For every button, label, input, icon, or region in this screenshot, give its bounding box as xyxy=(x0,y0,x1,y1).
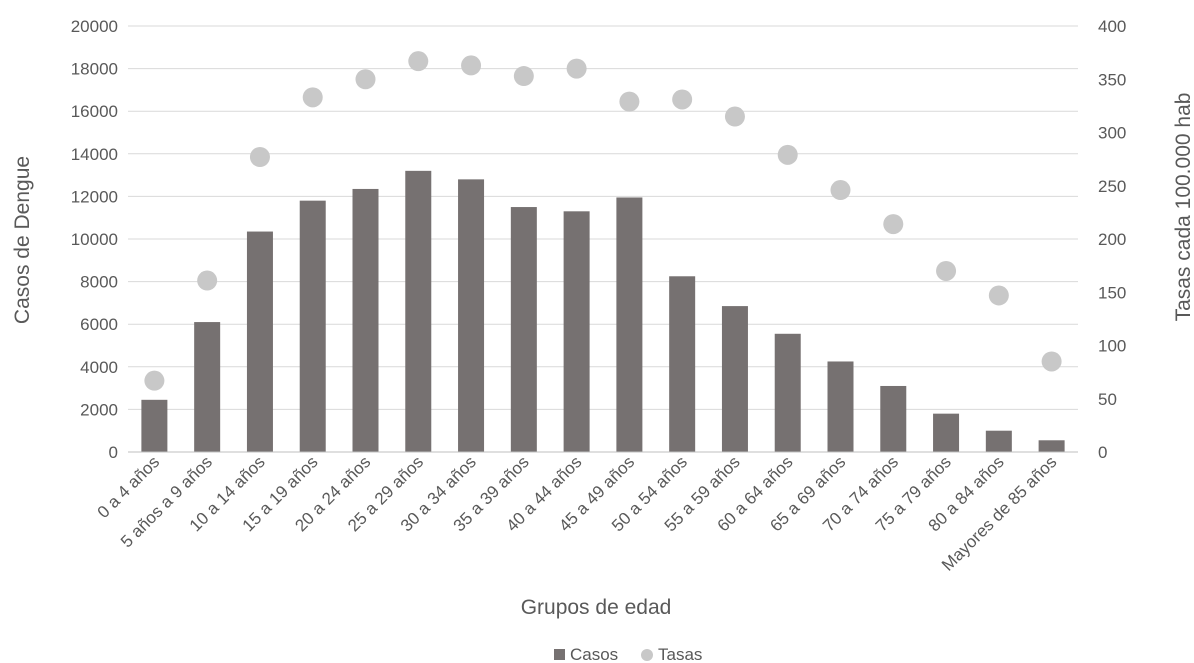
point-tasas xyxy=(408,51,429,72)
y-tick-label: 2000 xyxy=(80,400,118,419)
y2-tick-label: 250 xyxy=(1098,177,1126,196)
y-tick-label: 16000 xyxy=(71,102,118,121)
y-tick-label: 4000 xyxy=(80,358,118,377)
point-tasas xyxy=(249,146,270,167)
point-tasas xyxy=(830,180,851,201)
y-axis-title: Casos de Dengue xyxy=(11,156,34,324)
y2-axis-title: Tasas cada 100.000 hab xyxy=(1172,93,1194,322)
legend: Casos Tasas xyxy=(554,645,702,663)
bar-casos xyxy=(669,276,696,452)
point-tasas xyxy=(1041,351,1062,372)
point-tasas xyxy=(672,89,693,110)
casos-bars xyxy=(141,170,1065,453)
bar-casos xyxy=(933,413,960,452)
point-tasas xyxy=(619,91,640,112)
bar-casos xyxy=(563,211,590,452)
point-tasas xyxy=(302,87,323,108)
point-tasas xyxy=(144,370,165,391)
tasas-points xyxy=(144,51,1062,391)
y2-tick-label: 350 xyxy=(1098,70,1126,89)
point-tasas xyxy=(197,270,218,291)
y-tick-label: 6000 xyxy=(80,315,118,334)
point-tasas xyxy=(461,55,482,76)
x-axis-title: Grupos de edad xyxy=(521,596,672,619)
left-axis-ticks: 0 2000 4000 6000 8000 10000 12000 14000 16000 180… xyxy=(71,17,118,462)
y2-tick-label: 50 xyxy=(1098,390,1117,409)
y-tick-label: 0 xyxy=(109,443,118,462)
point-tasas xyxy=(777,144,798,165)
x-tick-label: 5 años a 9 años xyxy=(117,452,216,551)
y2-tick-label: 150 xyxy=(1098,283,1126,302)
legend-label-casos: Casos xyxy=(570,645,618,663)
bar-casos xyxy=(299,200,326,452)
y2-tick-label: 100 xyxy=(1098,337,1126,356)
bar-casos xyxy=(194,322,221,452)
point-tasas xyxy=(936,260,957,281)
right-axis-ticks: 0 50 100 150 200 250 300 350 400 xyxy=(1098,17,1126,462)
y2-tick-label: 400 xyxy=(1098,17,1126,36)
gridlines xyxy=(128,25,1078,410)
legend-label-tasas: Tasas xyxy=(658,645,702,663)
bar-casos xyxy=(458,179,485,453)
point-tasas xyxy=(513,66,534,87)
bar-casos xyxy=(352,188,379,452)
point-tasas xyxy=(724,106,745,127)
y-tick-label: 20000 xyxy=(71,17,118,36)
y-tick-label: 18000 xyxy=(71,60,118,79)
y2-tick-label: 200 xyxy=(1098,230,1126,249)
bar-casos xyxy=(880,385,907,452)
bar-casos xyxy=(510,207,537,452)
bar-casos xyxy=(141,399,168,452)
bar-casos xyxy=(1038,440,1065,452)
point-tasas xyxy=(566,58,587,79)
point-tasas xyxy=(988,285,1009,306)
bar-casos xyxy=(405,170,432,452)
bar-casos xyxy=(616,197,643,452)
point-tasas xyxy=(883,214,904,235)
y-tick-label: 14000 xyxy=(71,145,118,164)
y-tick-label: 12000 xyxy=(71,187,118,206)
y-tick-label: 10000 xyxy=(71,230,118,249)
bar-casos xyxy=(721,306,748,452)
y2-tick-label: 300 xyxy=(1098,124,1126,143)
legend-swatch-tasas xyxy=(641,649,653,661)
legend-swatch-casos xyxy=(554,649,565,660)
point-tasas xyxy=(355,69,376,90)
y2-tick-label: 0 xyxy=(1098,443,1107,462)
bar-casos xyxy=(774,333,801,452)
bar-casos xyxy=(985,430,1012,452)
bar-casos xyxy=(246,231,273,452)
y-tick-label: 8000 xyxy=(80,273,118,292)
bar-casos xyxy=(827,361,854,452)
